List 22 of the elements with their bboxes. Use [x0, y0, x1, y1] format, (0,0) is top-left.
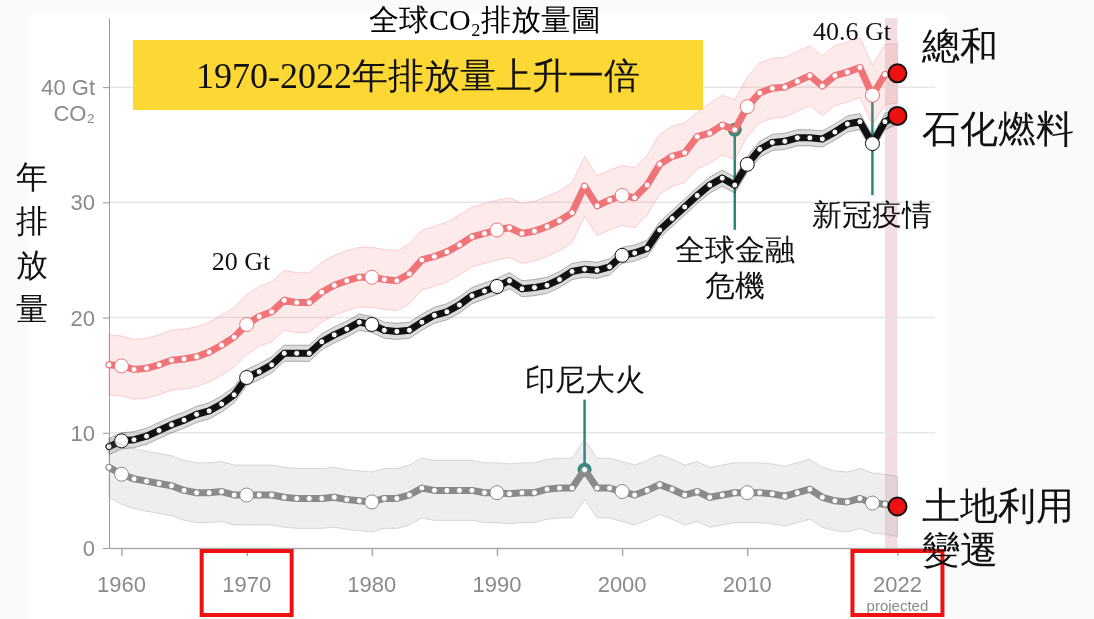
series-label: 總和: [921, 25, 998, 68]
x-tick-label: 1970: [222, 572, 272, 597]
annotation: 印尼大火: [524, 362, 645, 396]
series-label: 土地利用變遷: [922, 484, 1074, 571]
annotation: 20 Gt: [211, 247, 272, 276]
chart-title: 全球CO₂排放量圖: [368, 3, 602, 36]
y-tick-label: 10: [70, 420, 95, 446]
x-tick-label: 2010: [722, 572, 772, 597]
x-tick-label: 2000: [597, 572, 647, 597]
annotation: 新冠疫情: [812, 198, 933, 232]
x-tick-label: 1990: [472, 572, 522, 597]
x-tick-label: 1980: [347, 572, 397, 597]
series-label: 石化燃料: [922, 107, 1074, 150]
y-tick-label: 30: [70, 190, 95, 216]
annotation: 1970-2022年排放量上升一倍: [196, 56, 640, 96]
x-tick-label: 1960: [97, 572, 146, 597]
y-tick-label: 0: [82, 536, 95, 561]
y-tick-label: 20: [70, 305, 95, 331]
annotation: 全球金融危機: [674, 232, 795, 302]
y-tick-label: 40 Gt CO₂: [41, 75, 95, 127]
y-axis-title: 年排放量: [16, 159, 48, 327]
annotation: 40.6 Gt: [813, 17, 892, 46]
